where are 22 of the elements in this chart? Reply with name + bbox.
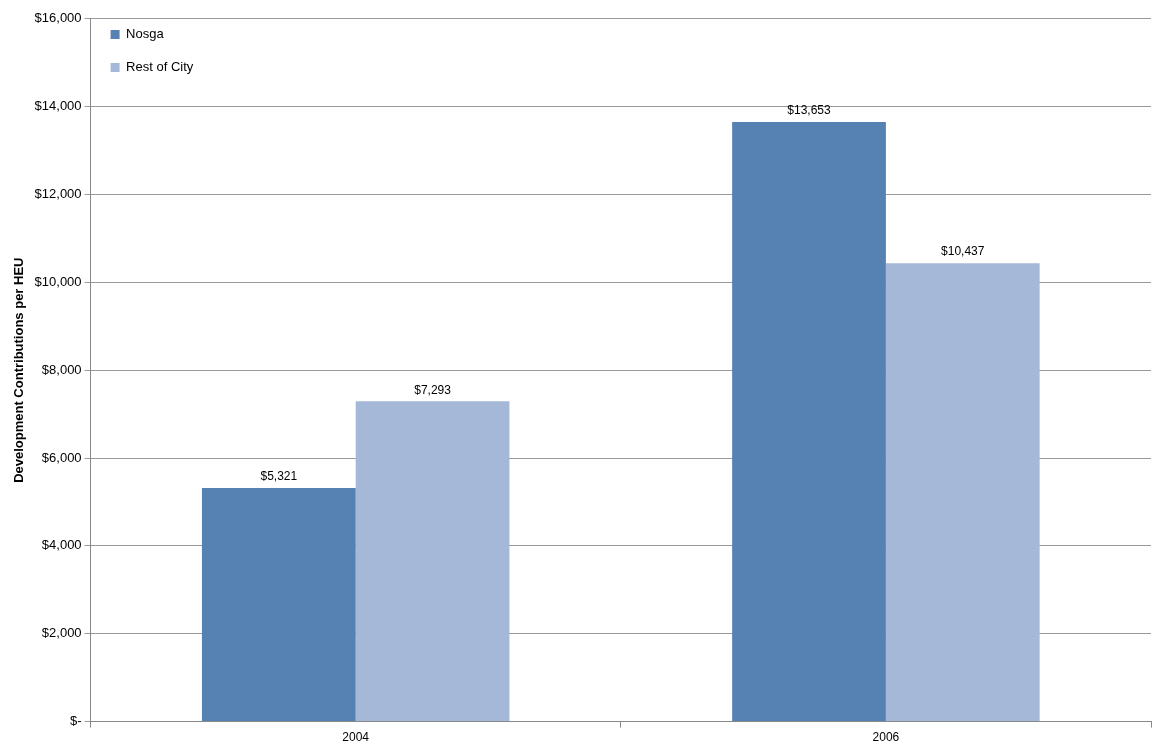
legend-label: Nosga xyxy=(126,26,165,42)
bar xyxy=(732,121,886,722)
data-label: $7,293 xyxy=(414,382,452,397)
y-tick-label: $10,000 xyxy=(34,273,82,289)
data-label: $5,321 xyxy=(260,469,298,484)
bar xyxy=(355,401,510,722)
y-axis-title: Development Contributions per HEU xyxy=(11,257,27,483)
x-tick-label: 2006 xyxy=(872,730,900,745)
y-tick-label: $12,000 xyxy=(34,186,82,202)
y-tick-label: $4,000 xyxy=(41,537,82,553)
data-label: $10,437 xyxy=(941,244,985,259)
y-tick-label: $16,000 xyxy=(34,10,82,26)
y-tick-label: $6,000 xyxy=(41,449,82,465)
y-tick-label: $14,000 xyxy=(34,98,82,114)
data-label: $13,653 xyxy=(787,103,832,118)
y-tick-label: $8,000 xyxy=(41,361,82,377)
x-tick-label: 2004 xyxy=(342,730,370,745)
bar xyxy=(201,487,356,722)
y-tick-label: $2,000 xyxy=(41,625,82,641)
legend-label: Rest of City xyxy=(126,59,194,75)
bar xyxy=(885,263,1040,722)
y-tick-label: $- xyxy=(70,713,82,729)
